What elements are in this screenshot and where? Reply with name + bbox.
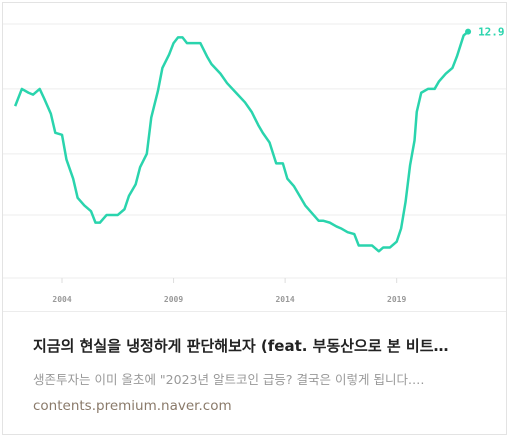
end-value-label: 12.9 [478,26,505,39]
x-tick-label: 2009 [164,295,183,304]
end-point [465,28,472,35]
x-tick-label: 2019 [387,295,406,304]
data-line [13,30,469,253]
link-card[interactable]: 2004 2009 2014 2019 12.9 지금의 현실을 냉정하게 판단해보자 … [2,2,507,435]
x-tick-label: 2004 [52,295,71,304]
chart: 2004 2009 2014 2019 12.9 [3,23,506,312]
card-title[interactable]: 지금의 현실을 냉정하게 판단해보자 (feat. 부동산으로 본 비트… [33,337,449,355]
card-url[interactable]: contents.premium.naver.com [33,398,232,414]
card-description: 생존투자는 이미 올초에 "2023년 알트코인 급등? 결국은 이렇게 됩니다… [33,372,425,387]
x-tick-label: 2014 [275,295,294,304]
